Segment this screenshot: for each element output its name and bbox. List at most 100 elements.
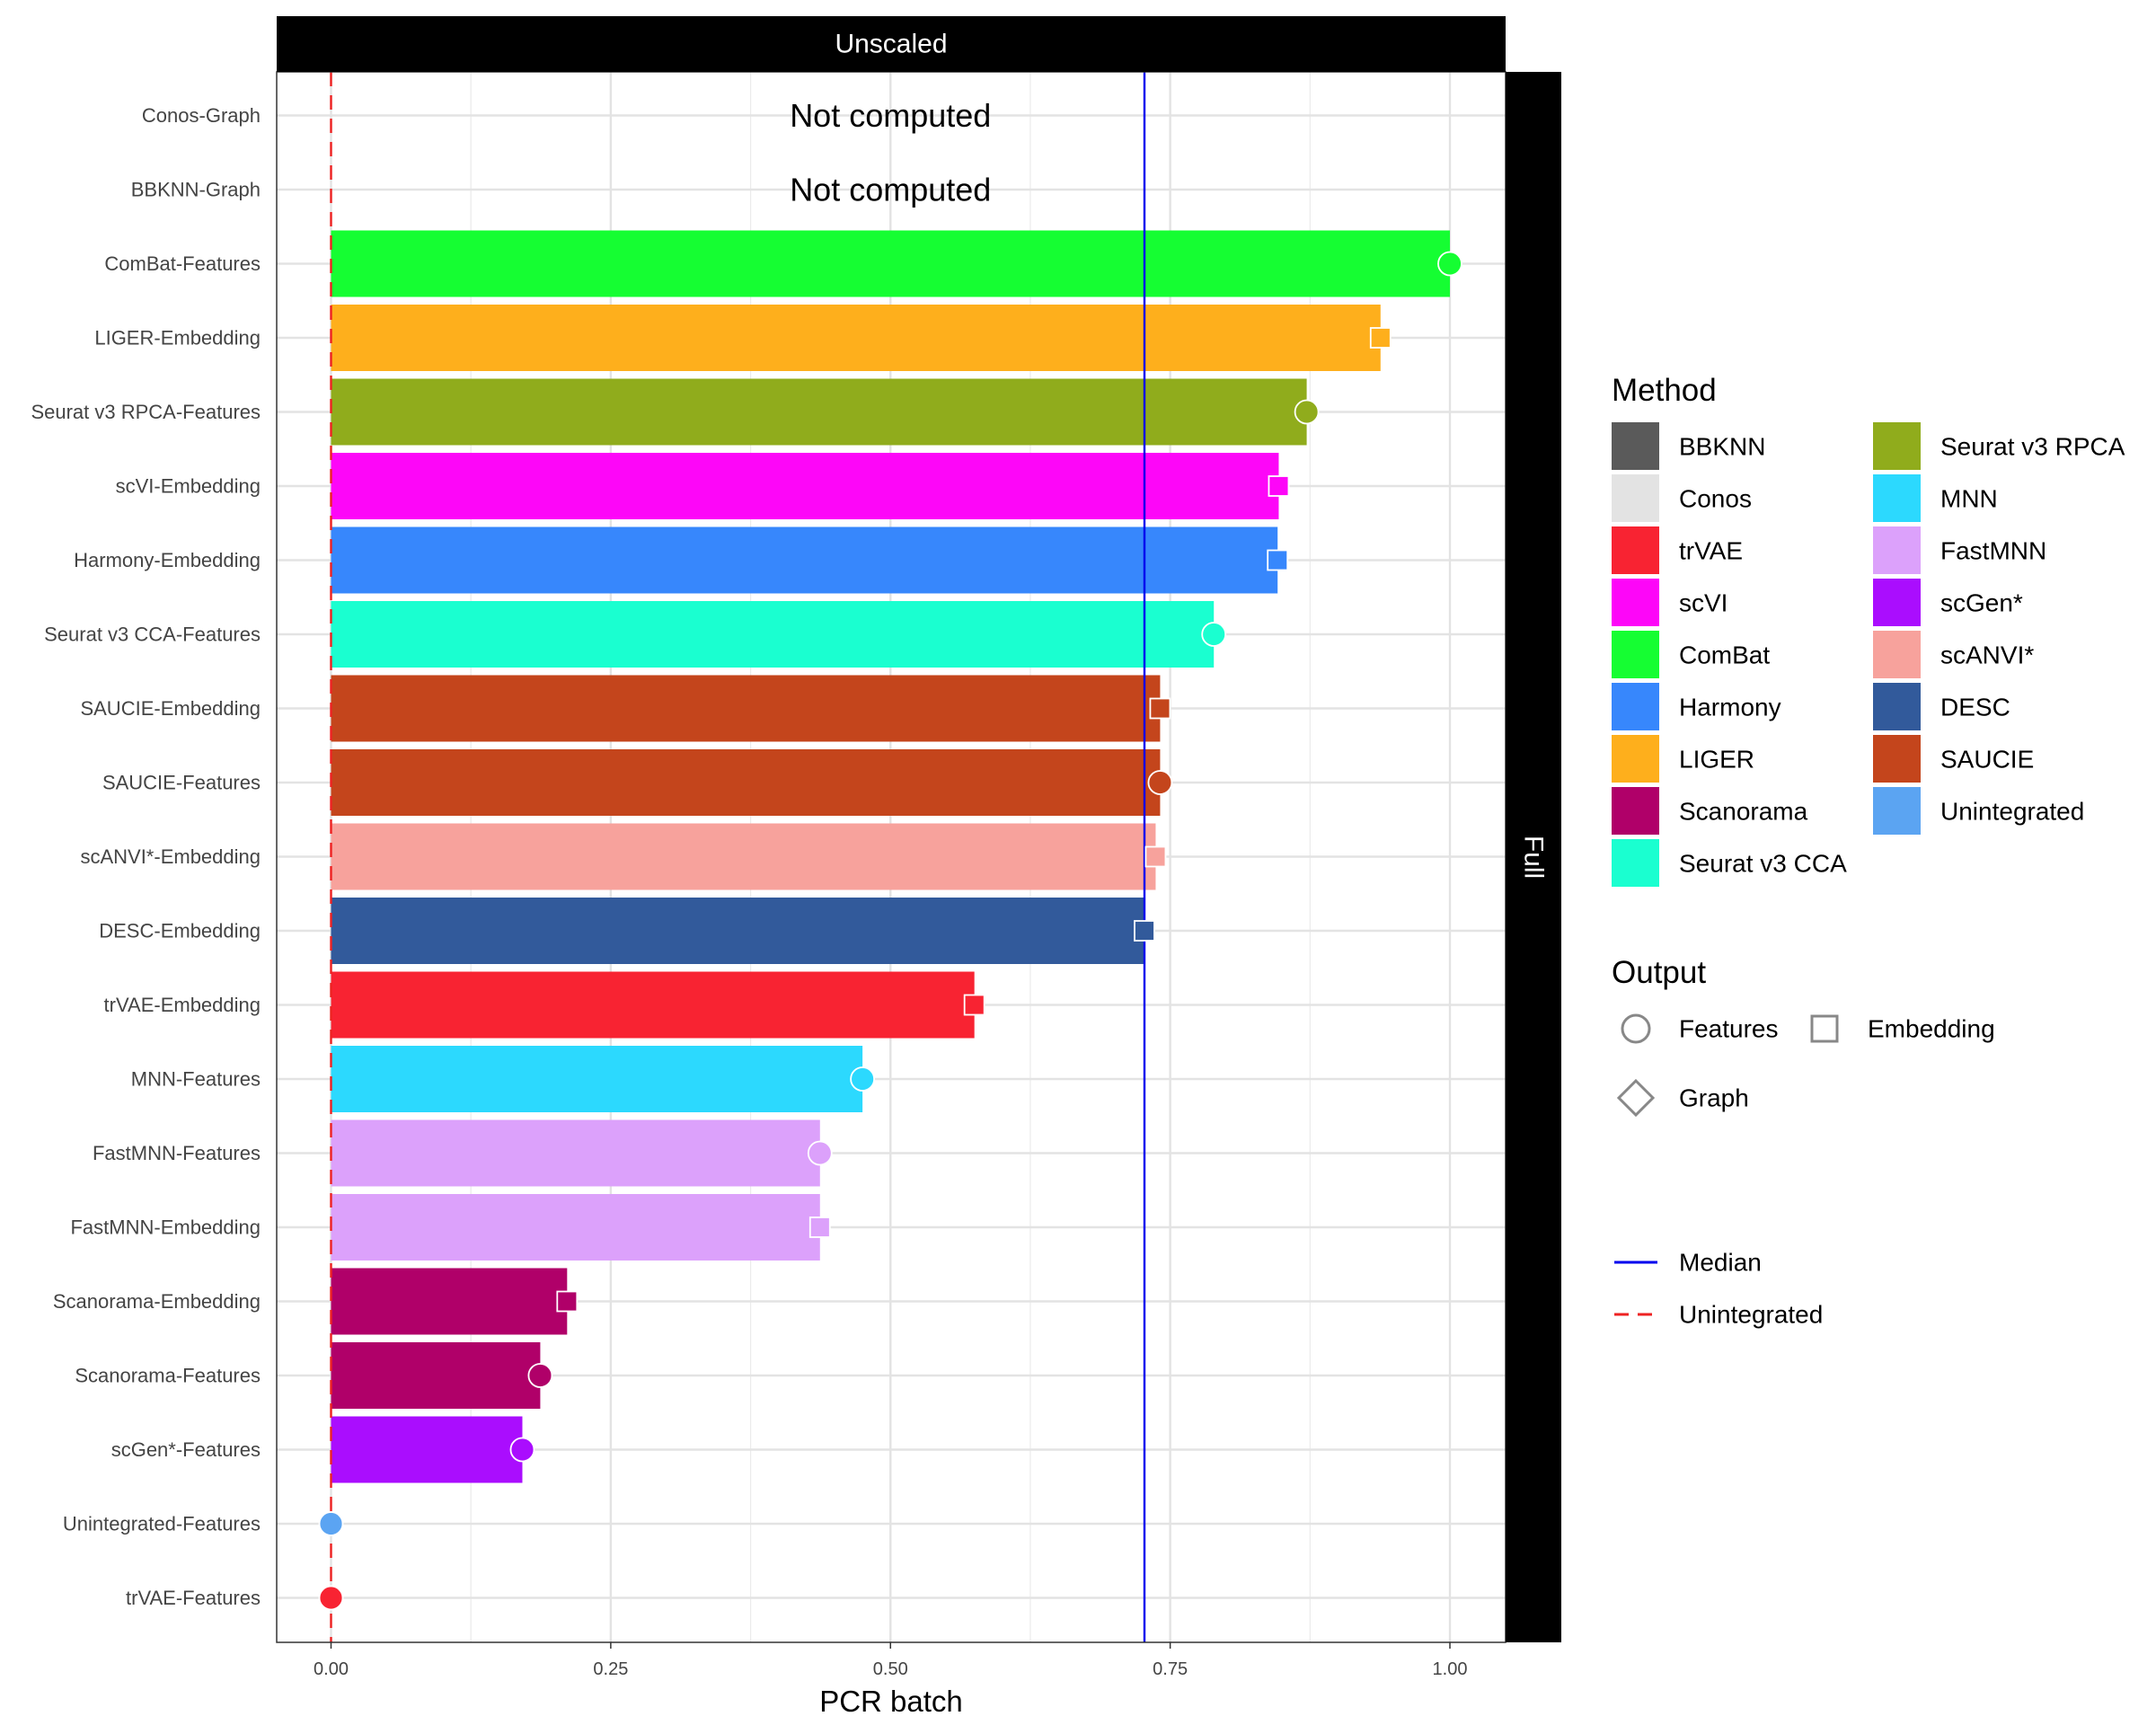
bar-fastmnn-embedding — [331, 1194, 820, 1261]
graph-shape-icon — [1616, 1078, 1656, 1118]
y-tick-trvae-features: trVAE-Features — [126, 1587, 261, 1609]
y-tick-scanvi-star-embedding: scANVI*-Embedding — [80, 845, 261, 868]
legend-label-unintegrated: Unintegrated — [1940, 798, 2084, 826]
y-tick-seurat-v3-rpca-features: Seurat v3 RPCA-Features — [31, 401, 261, 423]
legend-output-embedding: Embedding — [1868, 1015, 1995, 1043]
y-tick-harmony-embedding: Harmony-Embedding — [74, 549, 261, 571]
legend-label-scvi: scVI — [1679, 589, 1727, 617]
bar-seurat-v3-cca-features — [331, 601, 1215, 668]
legend-key-seurat-v3-cca — [1612, 839, 1659, 887]
facet-strip-top — [277, 16, 1506, 72]
point-harmony-embedding — [1267, 549, 1289, 571]
bar-scgen-star-features — [331, 1416, 523, 1483]
y-tick-combat-features: ComBat-Features — [104, 252, 261, 275]
bar-combat-features — [331, 230, 1450, 297]
x-axis-title: PCR batch — [819, 1685, 963, 1718]
x-tick-label: 0.25 — [593, 1659, 628, 1679]
point-scvi-embedding — [1268, 475, 1290, 497]
legend-label-scanorama: Scanorama — [1679, 798, 1808, 826]
legend-method-title: Method — [1612, 373, 1717, 408]
bar-saucie-embedding — [331, 675, 1161, 742]
y-tick-scanorama-embedding: Scanorama-Embedding — [53, 1290, 261, 1313]
x-tick-label: 0.75 — [1153, 1659, 1188, 1679]
y-tick-seurat-v3-cca-features: Seurat v3 CCA-Features — [44, 624, 261, 646]
bar-seurat-v3-rpca-features — [331, 378, 1307, 446]
point-saucie-embedding — [1149, 697, 1171, 720]
point-seurat-v3-rpca-features — [1294, 399, 1320, 425]
legend-key-fastmnn — [1873, 526, 1921, 574]
y-tick-saucie-embedding: SAUCIE-Embedding — [80, 697, 261, 720]
y-tick-scanorama-features: Scanorama-Features — [75, 1365, 261, 1387]
legend-key-scanorama — [1612, 787, 1659, 835]
features-shape-icon — [1621, 1013, 1651, 1044]
x-tick-label: 1.00 — [1433, 1659, 1468, 1679]
legend-label-scgen-star: scGen* — [1940, 589, 2023, 617]
point-scanorama-embedding — [556, 1290, 579, 1313]
point-scanorama-features — [527, 1363, 553, 1388]
legend-output-graph: Graph — [1679, 1084, 1749, 1112]
y-tick-scvi-embedding: scVI-Embedding — [116, 475, 261, 498]
y-tick-bbknn-graph: BBKNN-Graph — [131, 179, 261, 201]
facet-strip-right-label: Full — [1519, 836, 1549, 879]
legend-key-saucie — [1873, 735, 1921, 783]
legend-key-scvi — [1612, 579, 1659, 626]
y-tick-unintegrated-features: Unintegrated-Features — [63, 1513, 261, 1535]
y-tick-desc-embedding: DESC-Embedding — [99, 920, 261, 942]
legend-key-combat — [1612, 631, 1659, 678]
legend-method-entries: BBKNN Conos trVAE scVI ComBat Harmony LIGER Sca… — [1612, 422, 2125, 887]
legend-key-scgen-star — [1873, 579, 1921, 626]
legend-key-harmony — [1612, 683, 1659, 730]
point-seurat-v3-cca-features — [1201, 622, 1227, 647]
bar-fastmnn-features — [331, 1119, 820, 1187]
point-fastmnn-embedding — [808, 1216, 831, 1238]
y-tick-saucie-features: SAUCIE-Features — [102, 772, 261, 794]
legend-label-liger: LIGER — [1679, 746, 1754, 774]
y-tick-mnn-features: MNN-Features — [131, 1068, 261, 1091]
not-computed-notes: Not computed Not computed — [790, 97, 991, 208]
legend-label-mnn: MNN — [1940, 485, 1998, 513]
y-tick-scgen-star-features: scGen*-Features — [111, 1438, 261, 1461]
legend-label-conos: Conos — [1679, 485, 1752, 513]
legend-label-seurat-v3-rpca: Seurat v3 RPCA — [1940, 433, 2125, 461]
legend-output-entries: Features Embedding Graph — [1616, 1013, 1995, 1118]
y-tick-trvae-embedding: trVAE-Embedding — [104, 994, 261, 1016]
point-fastmnn-features — [807, 1140, 833, 1166]
bar-liger-embedding — [331, 305, 1381, 371]
facet-strip-top-label: Unscaled — [835, 30, 947, 59]
legend-key-scanvi-star — [1873, 631, 1921, 678]
not-computed-label: Not computed — [790, 172, 991, 208]
embedding-shape-icon — [1810, 1014, 1839, 1043]
point-unintegrated-features — [318, 1511, 344, 1536]
x-tick-labels: 0.00 0.25 0.50 0.75 1.00 — [314, 1642, 1467, 1679]
legend-line-label-median: Median — [1679, 1249, 1762, 1277]
legend-key-seurat-v3-rpca — [1873, 422, 1921, 470]
bar-harmony-embedding — [331, 526, 1278, 594]
point-scgen-star-features — [509, 1437, 535, 1463]
point-liger-embedding — [1369, 327, 1392, 349]
legend-output-title: Output — [1612, 955, 1706, 990]
legend-key-conos — [1612, 474, 1659, 522]
legend-label-fastmnn: FastMNN — [1940, 537, 2046, 565]
point-combat-features — [1437, 251, 1462, 277]
legend-output-features: Features — [1679, 1015, 1779, 1043]
legend-label-trvae: trVAE — [1679, 537, 1743, 565]
points-layer — [318, 251, 1462, 1611]
point-mnn-features — [850, 1066, 876, 1092]
point-trvae-embedding — [963, 994, 985, 1016]
x-tick-label: 0.50 — [873, 1659, 908, 1679]
legend-line-entries: Median Unintegrated — [1614, 1249, 1823, 1329]
legend-key-mnn — [1873, 474, 1921, 522]
y-tick-liger-embedding: LIGER-Embedding — [94, 327, 261, 349]
reference-lines — [330, 72, 1146, 1642]
y-tick-conos-graph: Conos-Graph — [142, 104, 261, 127]
legend-key-unintegrated — [1873, 787, 1921, 835]
legend-label-harmony: Harmony — [1679, 694, 1781, 721]
legend-line-label-unintegrated: Unintegrated — [1679, 1301, 1823, 1329]
legend-key-desc — [1873, 683, 1921, 730]
bar-trvae-embedding — [331, 971, 975, 1039]
bar-scanvi-star-embedding — [331, 823, 1156, 890]
legend-label-bbknn: BBKNN — [1679, 433, 1765, 461]
point-saucie-features — [1147, 770, 1173, 795]
bar-scanorama-features — [331, 1342, 541, 1409]
